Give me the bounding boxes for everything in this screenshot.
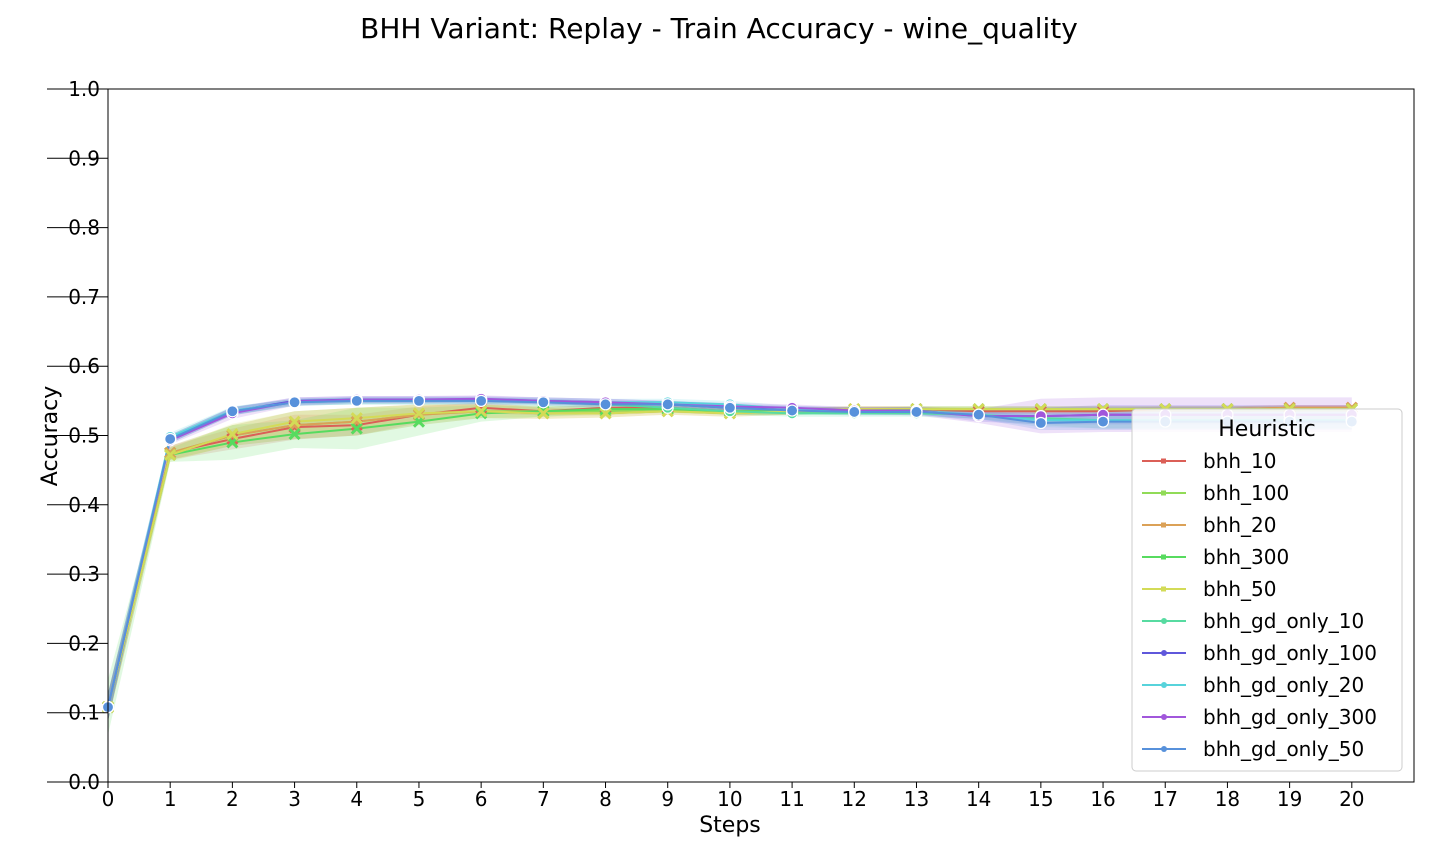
- legend-box: [1131, 408, 1403, 772]
- x-tick-label: 0: [102, 787, 115, 811]
- data-point-bhh_50: [475, 405, 488, 418]
- y-tick-label: 0.2: [68, 631, 100, 655]
- y-tick-label: 0.8: [68, 216, 100, 240]
- data-point-bhh_gd_only_50: [475, 394, 488, 407]
- data-point-bhh_gd_only_50: [599, 398, 612, 411]
- x-tick-label: 18: [1215, 787, 1240, 811]
- y-tick-label: 0.7: [68, 285, 100, 309]
- legend-label: bhh_gd_only_10: [1203, 609, 1364, 633]
- data-point-bhh_gd_only_50: [288, 396, 301, 409]
- legend-title: Heuristic: [1218, 417, 1315, 442]
- x-tick-label: 12: [842, 787, 867, 811]
- data-point-bhh_gd_only_50: [537, 396, 550, 409]
- legend-item-bhh_gd_only_50: bhh_gd_only_50: [1142, 737, 1364, 761]
- legend-label: bhh_gd_only_20: [1203, 673, 1364, 697]
- legend-marker: [1161, 618, 1167, 624]
- x-tick-label: 9: [661, 787, 674, 811]
- legend-marker: [1161, 586, 1166, 592]
- x-tick-label: 3: [288, 787, 301, 811]
- legend-item-bhh_gd_only_100: bhh_gd_only_100: [1142, 641, 1377, 665]
- legend-item-bhh_gd_only_10: bhh_gd_only_10: [1142, 609, 1364, 633]
- data-point-bhh_gd_only_50: [723, 401, 737, 414]
- data-point-bhh_50: [226, 428, 239, 441]
- x-tick-label: 20: [1339, 787, 1364, 811]
- data-point-bhh_50: [599, 407, 612, 420]
- x-tick-label: 8: [599, 787, 612, 811]
- data-point-bhh_50: [537, 407, 550, 420]
- y-tick-label: 0.9: [68, 146, 100, 170]
- legend-label: bhh_20: [1203, 513, 1277, 537]
- data-point-bhh_300: [288, 428, 301, 441]
- legend-label: bhh_50: [1203, 577, 1277, 601]
- x-tick-label: 10: [717, 787, 742, 811]
- y-tick-label: 0.4: [68, 493, 100, 517]
- legend-marker: [1161, 682, 1167, 688]
- legend-item-bhh_gd_only_20: bhh_gd_only_20: [1142, 673, 1364, 697]
- legend-items: bhh_10 bhh_100 bhh_20 bhh_300 bhh_50 bhh_gd_o…: [1142, 449, 1377, 761]
- legend-label: bhh_100: [1203, 481, 1289, 505]
- data-point-bhh_gd_only_50: [164, 432, 177, 446]
- data-point-bhh_50: [412, 407, 426, 420]
- legend-marker: [1161, 554, 1166, 560]
- data-point-bhh_gd_only_50: [661, 398, 674, 411]
- y-tick-label: 0.6: [68, 354, 100, 378]
- y-tick-label: 0.0: [68, 770, 100, 794]
- x-tick-label: 4: [350, 787, 363, 811]
- data-point-bhh_50: [164, 448, 177, 461]
- x-tick-label: 6: [475, 787, 488, 811]
- data-point-bhh_50: [288, 415, 301, 428]
- data-point-bhh_gd_only_50: [412, 394, 426, 407]
- legend-item-bhh_20: bhh_20: [1142, 513, 1277, 537]
- data-point-bhh_gd_only_50: [350, 394, 363, 407]
- data-point-bhh_gd_only_50: [910, 405, 923, 419]
- x-tick-label: 5: [413, 787, 426, 811]
- data-point-bhh_300: [350, 422, 363, 435]
- data-point-bhh_gd_only_50: [848, 405, 861, 419]
- data-point-bhh_gd_only_50: [785, 404, 799, 417]
- legend-marker: [1161, 746, 1167, 752]
- x-tick-label: 11: [779, 787, 804, 811]
- y-tick-label: 0.5: [68, 424, 100, 448]
- x-axis-title: Steps: [699, 813, 761, 838]
- legend-marker: [1161, 714, 1167, 720]
- data-point-bhh_gd_only_50: [1034, 416, 1047, 430]
- legend-item-bhh_gd_only_300: bhh_gd_only_300: [1142, 705, 1377, 729]
- legend-marker: [1161, 522, 1166, 528]
- y-tick-label: 1.0: [68, 77, 100, 101]
- x-tick-label: 17: [1153, 787, 1178, 811]
- legend: Heuristic bhh_10bhh_100bhh_20bhh_300bhh_…: [1131, 408, 1403, 772]
- legend-item-bhh_300: bhh_300: [1142, 545, 1289, 569]
- legend-label: bhh_gd_only_50: [1203, 737, 1364, 761]
- legend-item-bhh_50: bhh_50: [1142, 577, 1277, 601]
- data-point-bhh_gd_only_50: [972, 408, 985, 421]
- legend-marker: [1161, 650, 1167, 656]
- legend-item-bhh_100: bhh_100: [1142, 481, 1289, 505]
- legend-label: bhh_gd_only_100: [1203, 641, 1377, 665]
- x-tick-label: 13: [904, 787, 929, 811]
- x-tick-label: 7: [537, 787, 550, 811]
- y-axis-title: Accuracy: [38, 386, 63, 486]
- legend-label: bhh_300: [1203, 545, 1289, 569]
- chart-title: BHH Variant: Replay - Train Accuracy - w…: [360, 12, 1078, 45]
- x-tick-label: 16: [1090, 787, 1115, 811]
- x-tick-label: 15: [1028, 787, 1053, 811]
- y-tick-label: 0.3: [68, 562, 100, 586]
- legend-label: bhh_gd_only_300: [1203, 705, 1377, 729]
- data-point-bhh_20: [288, 419, 301, 432]
- x-tick-label: 2: [226, 787, 239, 811]
- x-tick-label: 19: [1277, 787, 1302, 811]
- legend-label: bhh_10: [1203, 449, 1277, 473]
- data-point-bhh_50: [350, 412, 363, 425]
- x-tick-label: 14: [966, 787, 991, 811]
- y-axis: 0.0 0.1 0.2 0.3 0.4 0.5 0.6 0.7 0.8 0.9 1.0: [47, 77, 108, 794]
- legend-marker: [1161, 490, 1166, 496]
- x-tick-label: 1: [164, 787, 177, 811]
- legend-item-bhh_10: bhh_10: [1142, 449, 1277, 473]
- y-tick-label: 0.1: [68, 701, 100, 725]
- x-axis: 0 1 2 3 4 5 6 7 8 9 10 11 12 13 14 15 16 17 18 19 20: [102, 782, 1365, 811]
- data-point-bhh_gd_only_50: [1096, 415, 1110, 428]
- data-point-bhh_gd_only_50: [226, 405, 239, 418]
- legend-marker: [1161, 458, 1166, 464]
